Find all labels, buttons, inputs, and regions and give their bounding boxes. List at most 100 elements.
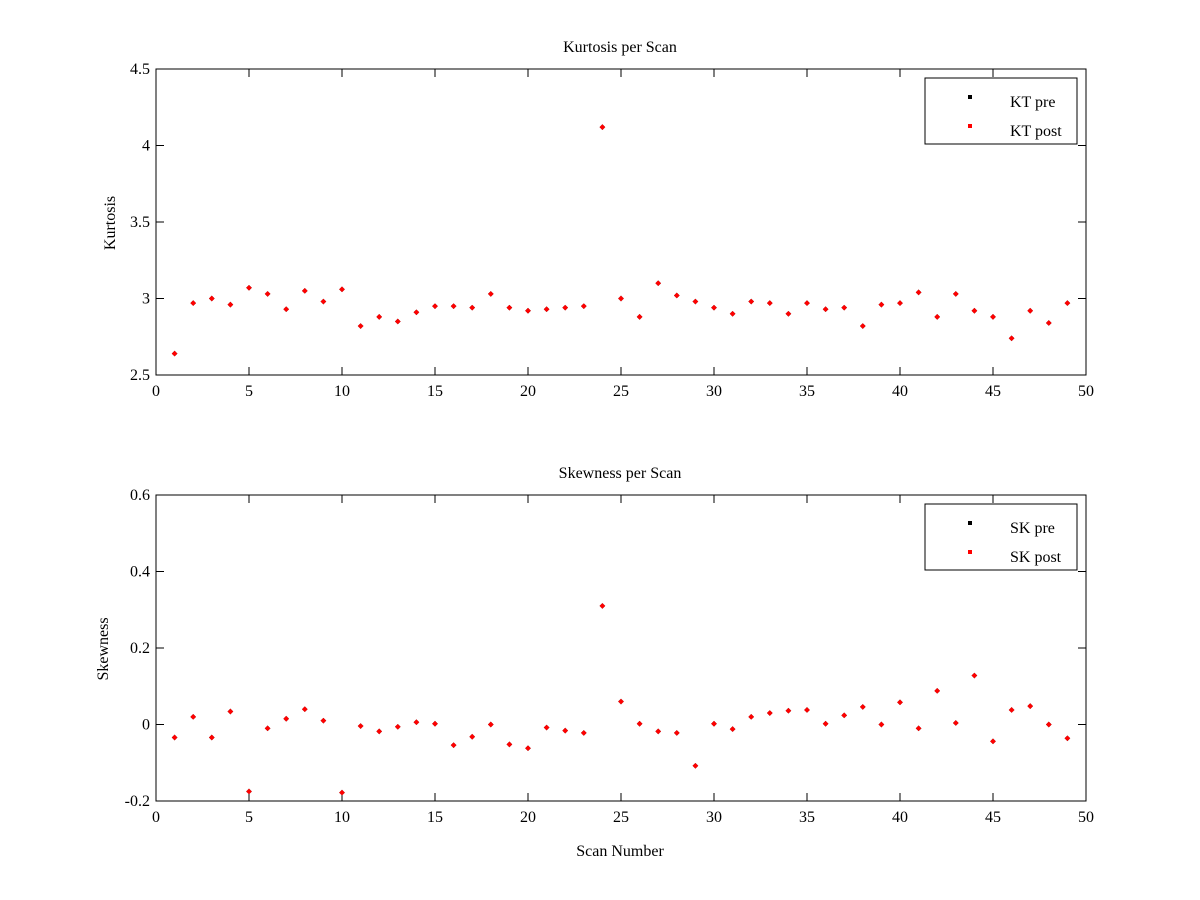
skewness-point-post xyxy=(673,730,680,736)
skewness-xtick-label: 5 xyxy=(245,809,253,826)
skewness-point-post xyxy=(748,714,755,720)
skewness-xtick-label: 35 xyxy=(799,809,815,826)
skewness-point-post xyxy=(357,723,364,729)
kurtosis-legend-box xyxy=(924,77,1078,145)
skewness-point-post xyxy=(208,734,215,741)
kurtosis-xtick-label: 30 xyxy=(706,383,722,400)
kurtosis-xtick-label: 35 xyxy=(799,383,815,400)
kurtosis-y-axis-label: Kurtosis xyxy=(102,196,119,250)
kurtosis-point-post xyxy=(413,309,420,316)
kurtosis-points xyxy=(171,124,1071,357)
kurtosis-legend: KT pre KT post xyxy=(924,77,1078,145)
kurtosis-xtick-label: 0 xyxy=(152,383,160,400)
kurtosis-point-post xyxy=(246,284,252,291)
legend-label-kt-pre: KT pre xyxy=(1010,94,1055,111)
skewness-point-post xyxy=(450,742,457,748)
skewness-point-post xyxy=(264,725,271,732)
kurtosis-point-post xyxy=(394,318,401,325)
kurtosis-point-post xyxy=(729,310,736,317)
kurtosis-point-post xyxy=(506,304,513,311)
kurtosis-point-post xyxy=(804,300,810,306)
kurtosis-ytick-label: 4 xyxy=(142,138,150,155)
skewness-ytick-label: 0.2 xyxy=(130,640,150,657)
skewness-point-post xyxy=(543,724,550,731)
kurtosis-point-post xyxy=(1064,300,1071,306)
skewness-point-post xyxy=(1045,721,1052,728)
kurtosis-point-post xyxy=(785,310,792,317)
skewness-legend: SK pre SK post xyxy=(924,503,1078,571)
kurtosis-point-post xyxy=(915,289,922,296)
kurtosis-point-post xyxy=(432,303,438,309)
skewness-point-post xyxy=(246,788,252,795)
kurtosis-point-post xyxy=(971,307,978,314)
skewness-point-post xyxy=(878,721,885,728)
skewness-points xyxy=(171,603,1071,796)
kurtosis-point-post xyxy=(357,323,364,329)
kurtosis-chart: Kurtosis per Scan Kurtosis 0 5 10 15 20 25 30 3… xyxy=(102,39,1094,400)
skewness-point-post xyxy=(971,672,978,679)
kurtosis-point-post xyxy=(171,350,178,357)
kurtosis-point-post xyxy=(1045,320,1052,326)
kurtosis-ytick-label: 3 xyxy=(142,291,150,308)
skewness-point-post xyxy=(432,720,438,727)
kurtosis-point-post xyxy=(711,304,717,311)
kurtosis-point-post xyxy=(208,295,215,302)
kurtosis-point-post xyxy=(673,292,680,299)
skewness-point-post xyxy=(1027,703,1034,709)
skewness-point-post xyxy=(841,712,848,719)
skewness-point-post xyxy=(227,708,234,715)
skewness-xtick-label: 30 xyxy=(706,809,722,826)
kurtosis-point-post xyxy=(692,298,699,305)
kurtosis-point-post xyxy=(283,306,290,313)
legend-marker-sk-post xyxy=(968,550,972,554)
kurtosis-point-post xyxy=(897,300,903,306)
kurtosis-point-post xyxy=(1008,335,1015,342)
skewness-point-post xyxy=(822,720,829,727)
skewness-point-post xyxy=(301,706,308,713)
skewness-point-post xyxy=(952,720,959,726)
kurtosis-point-post xyxy=(841,304,848,311)
skewness-point-post xyxy=(990,738,996,745)
skewness-ytick-label: 0.4 xyxy=(130,564,150,581)
skewness-xtick-label: 0 xyxy=(152,809,160,826)
skewness-xtick-label: 10 xyxy=(334,809,350,826)
legend-label-sk-pre: SK pre xyxy=(1010,520,1055,537)
kurtosis-point-post xyxy=(580,303,587,309)
skewness-point-post xyxy=(804,707,810,713)
kurtosis-point-post xyxy=(227,301,234,308)
kurtosis-ytick-label: 3.5 xyxy=(130,214,150,231)
skewness-point-post xyxy=(636,720,643,727)
kurtosis-point-post xyxy=(859,323,866,329)
skewness-point-post xyxy=(915,725,922,732)
kurtosis-point-post xyxy=(878,301,885,308)
kurtosis-point-post xyxy=(190,300,197,306)
skewness-point-post xyxy=(785,707,792,714)
kurtosis-xtick-label: 50 xyxy=(1078,383,1094,400)
kurtosis-point-post xyxy=(934,314,941,320)
skewness-ytick-label: 0 xyxy=(142,717,150,734)
kurtosis-point-post xyxy=(599,124,606,130)
kurtosis-point-post xyxy=(469,304,476,311)
skewness-ytick-label: -0.2 xyxy=(125,793,150,810)
skewness-x-axis-label: Scan Number xyxy=(576,843,664,860)
kurtosis-point-post xyxy=(748,298,755,305)
kurtosis-xtick-label: 45 xyxy=(985,383,1001,400)
skewness-xtick-label: 45 xyxy=(985,809,1001,826)
kurtosis-point-post xyxy=(1027,307,1034,314)
skewness-point-post xyxy=(1008,707,1015,713)
kurtosis-xtick-label: 5 xyxy=(245,383,253,400)
skewness-point-post xyxy=(506,741,513,748)
kurtosis-point-post xyxy=(562,304,569,311)
skewness-point-post xyxy=(413,719,420,726)
kurtosis-point-post xyxy=(320,298,327,305)
kurtosis-point-post xyxy=(952,291,959,297)
kurtosis-xtick-label: 10 xyxy=(334,383,350,400)
skewness-chart-title: Skewness per Scan xyxy=(559,465,682,482)
kurtosis-point-post xyxy=(543,306,550,313)
kurtosis-ticks: 0 5 10 15 20 25 30 35 40 45 50 2.5 3 3.5 4 4.5 xyxy=(130,61,1094,400)
skewness-point-post xyxy=(897,699,903,706)
skewness-point-post xyxy=(487,721,494,728)
skewness-point-post xyxy=(692,762,699,769)
skewness-y-axis-label: Skewness xyxy=(95,617,112,680)
